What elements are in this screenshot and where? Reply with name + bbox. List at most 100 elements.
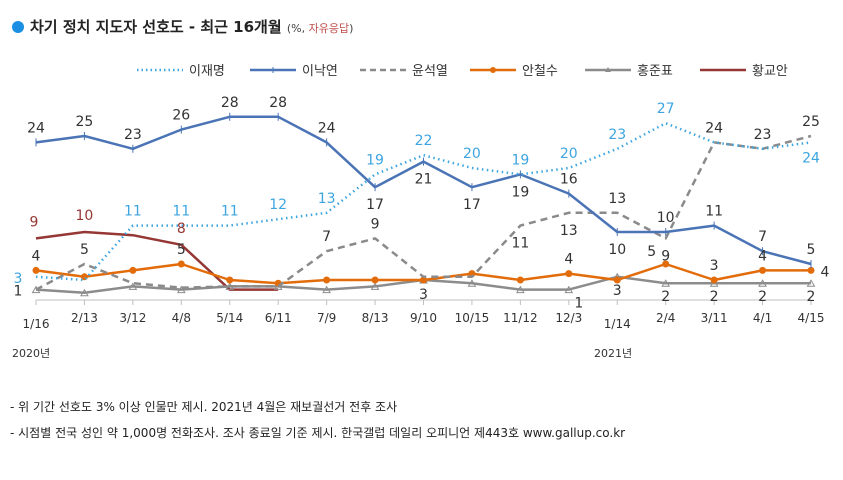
- x-tick-label: 4/1: [753, 311, 772, 325]
- data-label-hong: 1: [574, 296, 583, 312]
- data-label-lee_ny: 5: [807, 242, 816, 258]
- point-ahn: [129, 266, 137, 274]
- data-label-yoon: 25: [802, 114, 820, 130]
- x-tick-label: 2/4: [656, 311, 675, 325]
- legend-label-lee_ny: 이낙연: [302, 64, 338, 79]
- point-hong: [80, 288, 89, 297]
- x-tick-label: 2/13: [71, 311, 98, 325]
- x-tick-label: 4/15: [798, 311, 825, 325]
- data-label-lee_ny: 19: [511, 184, 529, 200]
- data-label-yoon: 9: [661, 248, 670, 264]
- data-label-lee_jm: 13: [318, 191, 336, 207]
- point-ahn: [516, 276, 524, 284]
- data-label-lee_ny: 7: [758, 229, 767, 245]
- point-ahn: [226, 276, 234, 284]
- point-ahn: [662, 260, 670, 268]
- data-label-hwang: 10: [76, 208, 94, 224]
- point-hong: [661, 279, 671, 287]
- x-tick-label: 11/12: [503, 311, 538, 325]
- data-label-ahn: 4: [821, 264, 830, 280]
- data-label-lee_ny: 16: [560, 172, 578, 188]
- point-hong: [467, 279, 477, 287]
- data-label-lee_jm: 23: [608, 127, 626, 143]
- data-label-yoon: 9: [371, 216, 380, 232]
- unit-prefix: (%,: [286, 22, 309, 35]
- data-label-hong: 2: [710, 289, 719, 305]
- unit-free-response: 자유응답: [308, 22, 350, 35]
- point-hong: [806, 279, 816, 287]
- x-tick-label: 3/11: [701, 311, 728, 325]
- point-ahn: [710, 276, 718, 284]
- point-hong: [370, 282, 380, 290]
- data-label-yoon: 23: [754, 127, 772, 143]
- x-tick-label: 8/13: [362, 311, 389, 325]
- data-label-lee_ny: 10: [657, 210, 675, 226]
- data-label-ahn: 4: [32, 248, 41, 264]
- data-label-hong: 2: [758, 289, 767, 305]
- data-label-hong: 1: [14, 284, 23, 300]
- point-hong: [709, 279, 719, 287]
- x-tick-label: 10/15: [455, 311, 490, 325]
- data-label-lee_ny: 25: [76, 114, 94, 130]
- data-label-lee_ny: 10: [608, 242, 626, 258]
- data-label-hwang: 9: [30, 214, 39, 230]
- point-ahn: [807, 266, 815, 274]
- data-label-lee_ny: 26: [172, 108, 190, 124]
- data-label-yoon: 13: [608, 191, 626, 207]
- data-label-hwang: 8: [177, 221, 186, 237]
- data-label-lee_jm: 11: [124, 204, 142, 220]
- point-ahn: [371, 276, 379, 284]
- line-chart: 1/16 2/13 3/12 4/8 5/14 6/11 7/9 8/13 9/10 10/15 1…: [14, 64, 830, 331]
- x-tick-label: 4/8: [172, 311, 191, 325]
- point-ahn: [613, 276, 621, 284]
- legend-label-yoon: 윤석열: [412, 64, 448, 79]
- point-hong: [128, 282, 138, 290]
- point-ahn: [177, 260, 185, 268]
- x-tick-label: 7/9: [317, 311, 336, 325]
- point-hong: [564, 285, 574, 294]
- data-label-lee_jm: 12: [269, 197, 287, 213]
- data-label-hong: 2: [807, 289, 816, 305]
- data-label-lee_ny: 28: [269, 95, 287, 111]
- x-tick-label: 1/14: [604, 317, 631, 331]
- title-unit: (%, 자유응답): [287, 22, 354, 35]
- data-label-hong: 3: [613, 283, 622, 299]
- x-tick-label: 3/12: [119, 311, 146, 325]
- data-label-ahn: 5: [647, 244, 656, 260]
- legend-marker-ahn: [490, 67, 496, 73]
- data-label-lee_ny: 24: [27, 120, 45, 136]
- data-label-lee_ny: 17: [366, 197, 384, 213]
- data-label-yoon: 24: [705, 120, 723, 136]
- data-label-ahn: 4: [564, 252, 573, 268]
- data-label-ahn: 3: [710, 258, 719, 274]
- year-label-2020: 2020년: [12, 347, 51, 360]
- data-label-yoon: 13: [560, 223, 578, 239]
- data-label-lee_jm: 11: [172, 204, 190, 220]
- x-tick-label: 5/14: [216, 311, 243, 325]
- data-label-lee_jm: 20: [463, 146, 481, 162]
- title-text: 차기 정치 지도자 선호도 - 최근 16개월: [30, 18, 282, 36]
- data-label-yoon: 7: [322, 229, 331, 245]
- data-label-lee_jm: 27: [657, 101, 675, 117]
- point-ahn: [759, 266, 767, 274]
- data-label-lee_jm: 19: [366, 152, 384, 168]
- point-ahn: [32, 266, 40, 274]
- data-label-yoon: 3: [419, 287, 428, 303]
- data-label-yoon: 11: [511, 236, 529, 252]
- point-hong: [516, 285, 525, 294]
- data-label-lee_ny: 28: [221, 95, 239, 111]
- data-label-lee_jm: 24: [802, 150, 820, 166]
- footnote-1: - 위 기간 선호도 3% 이상 인물만 제시. 2021년 4월은 재보궐선거…: [10, 400, 398, 414]
- legend-marker-hong: [605, 67, 611, 72]
- point-hong: [176, 285, 186, 294]
- chart-title: 차기 정치 지도자 선호도 - 최근 16개월 (%, 자유응답): [12, 16, 353, 37]
- data-label-hong: 2: [661, 289, 670, 305]
- data-label-lee_jm: 19: [511, 152, 529, 168]
- legend-label-hong: 홍준표: [637, 64, 673, 79]
- data-label-lee_ny: 21: [415, 172, 433, 188]
- year-label-2021: 2021년: [594, 347, 633, 360]
- legend-label-ahn: 안철수: [522, 64, 558, 79]
- data-label-yoon: 5: [80, 242, 89, 258]
- point-ahn: [420, 276, 427, 284]
- series-line-yoon: [35, 134, 812, 291]
